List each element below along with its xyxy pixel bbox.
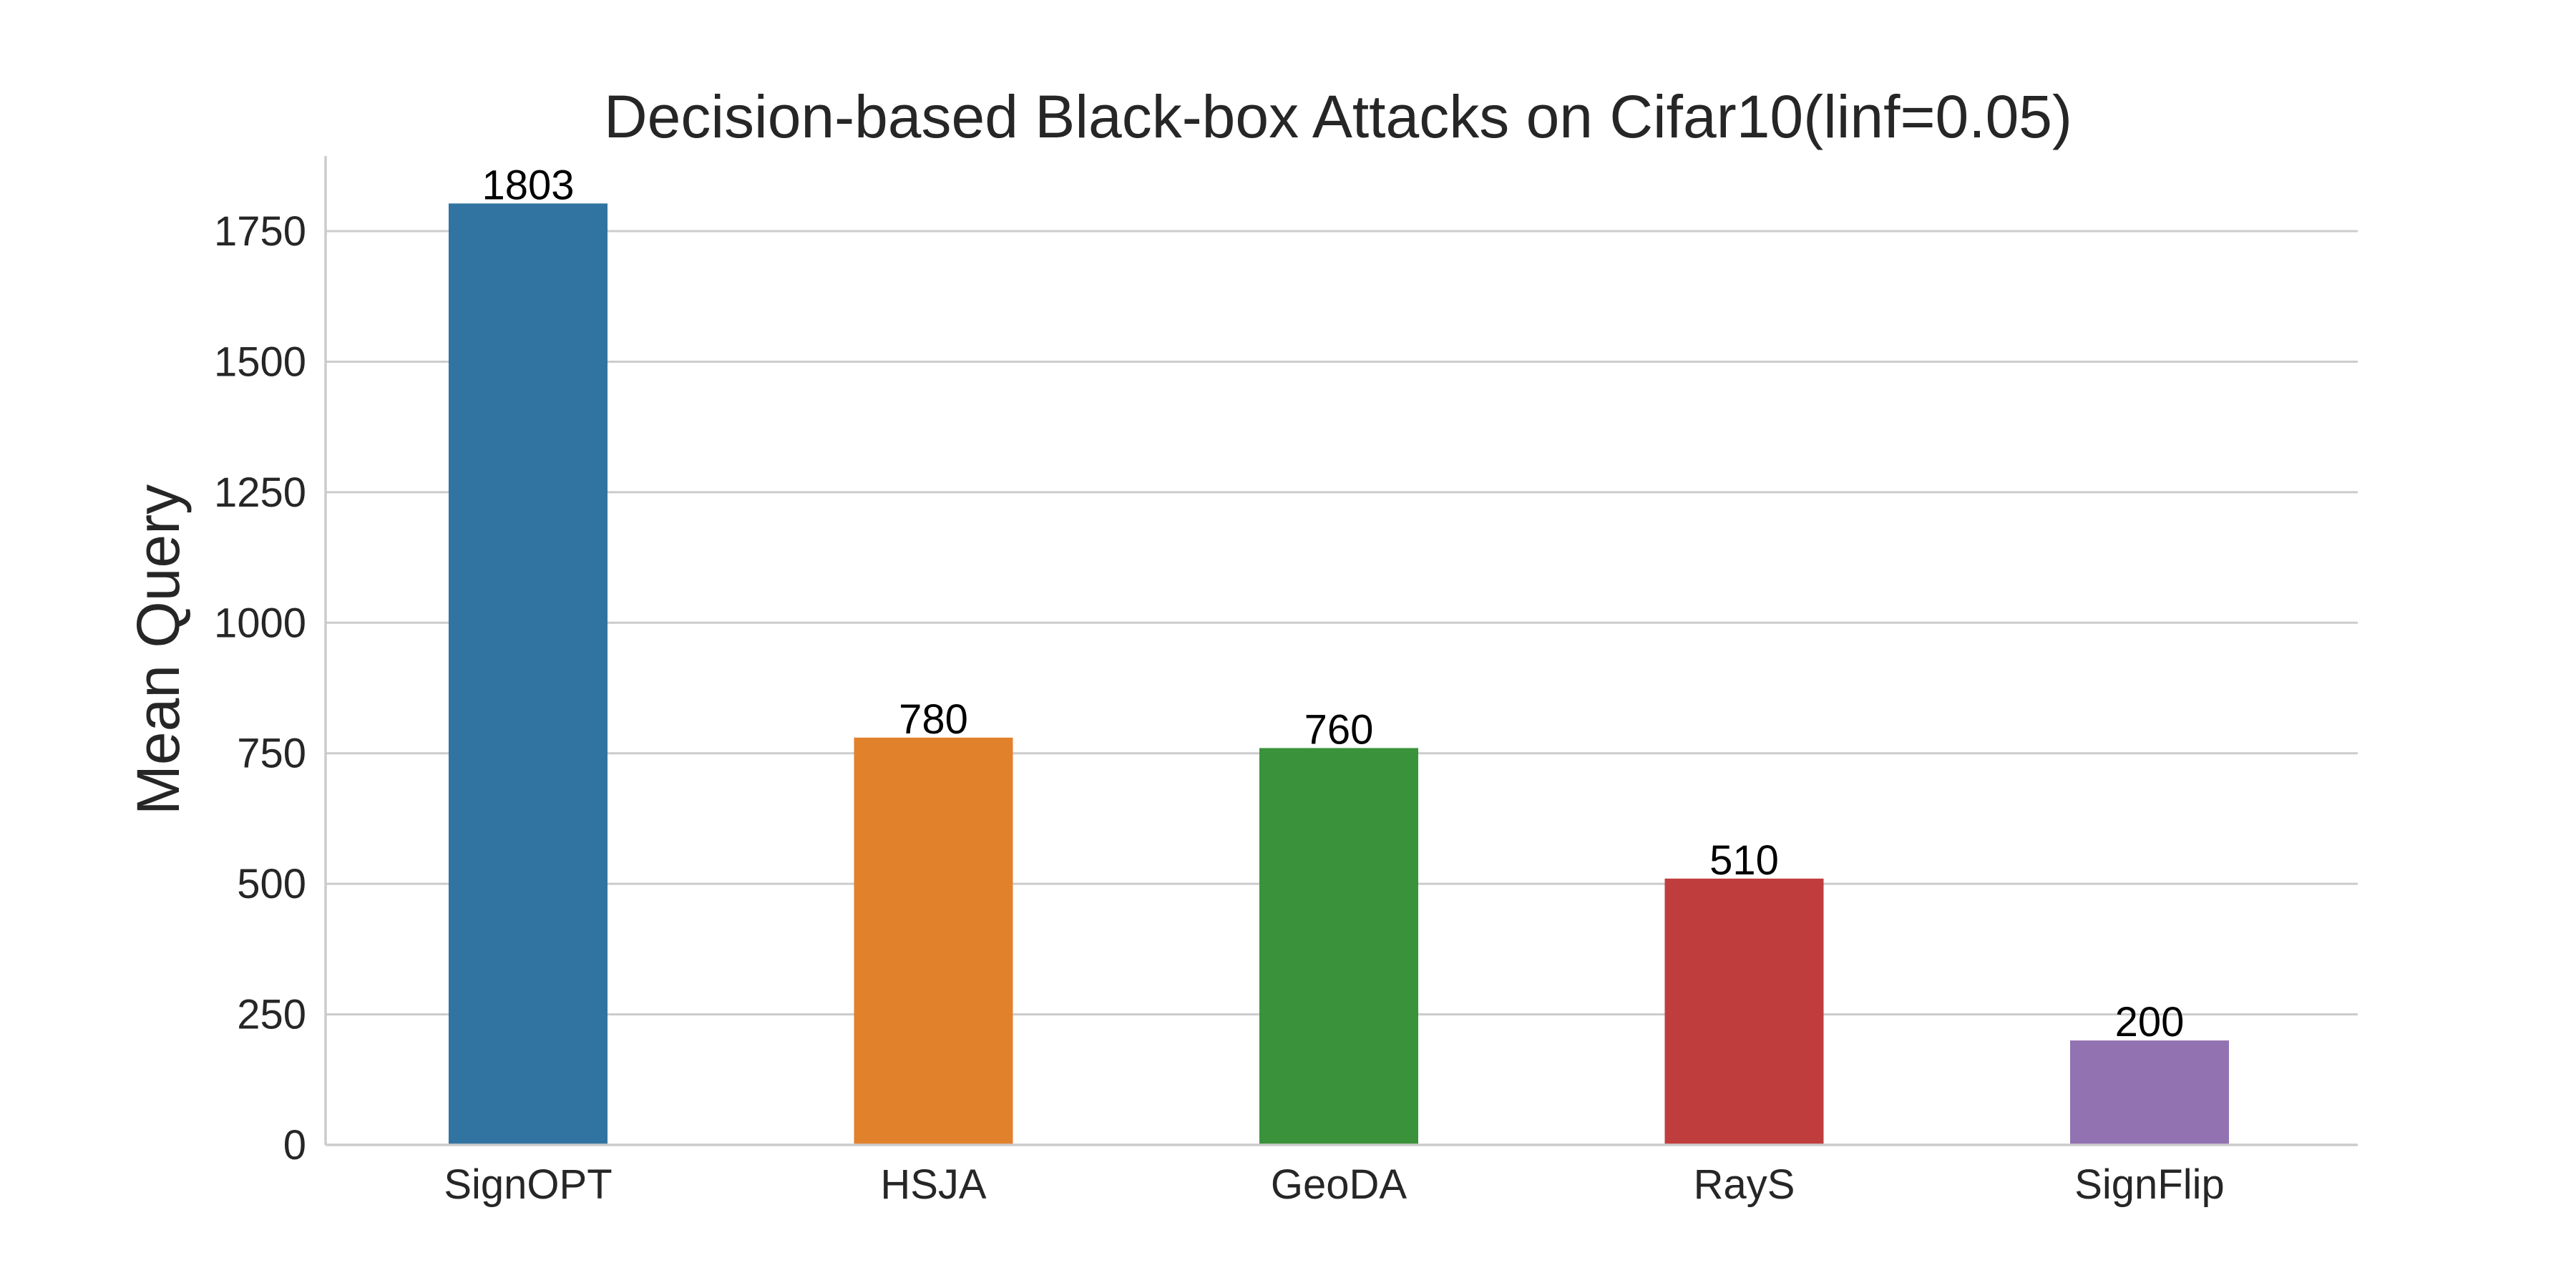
x-tick-label-geoda: GeoDA <box>1271 1161 1407 1208</box>
bar-signopt <box>449 203 608 1146</box>
bar-geoda <box>1259 748 1418 1145</box>
y-tick-label: 1250 <box>214 469 306 516</box>
bar-rays <box>1664 878 1824 1145</box>
y-tick-label: 500 <box>237 861 306 907</box>
axes-spines <box>324 156 2358 1146</box>
data-label-hsja: 780 <box>899 696 968 743</box>
y-axis-label: Mean Query <box>125 484 192 815</box>
x-tick-label-signflip: SignFlip <box>2074 1161 2225 1208</box>
y-tick-label: 1750 <box>214 208 306 255</box>
data-label-signopt: 1803 <box>482 162 574 208</box>
bar-signflip <box>2070 1040 2229 1145</box>
bars <box>449 203 2229 1146</box>
chart-title: Decision-based Black-box Attacks on Cifa… <box>604 83 2072 150</box>
data-label-signflip: 200 <box>2115 999 2185 1045</box>
x-tick-label-rays: RayS <box>1694 1161 1795 1208</box>
y-tick-label: 750 <box>237 731 306 777</box>
data-label-rays: 510 <box>1709 837 1779 884</box>
data-label-geoda: 760 <box>1304 706 1374 753</box>
y-tick-label: 1500 <box>214 338 306 385</box>
x-tick-label-signopt: SignOPT <box>444 1161 612 1208</box>
y-tick-labels: 0 250 500 750 1000 1250 1500 1750 <box>214 208 306 1169</box>
y-tick-label: 250 <box>237 992 306 1038</box>
y-tick-label: 1000 <box>214 600 306 646</box>
bar-hsja <box>854 737 1013 1145</box>
data-labels: 1803 780 760 510 200 <box>482 162 2184 1045</box>
y-tick-label: 0 <box>283 1122 306 1169</box>
x-tick-label-hsja: HSJA <box>880 1161 987 1208</box>
x-tick-labels: SignOPT HSJA GeoDA RayS SignFlip <box>444 1161 2224 1208</box>
